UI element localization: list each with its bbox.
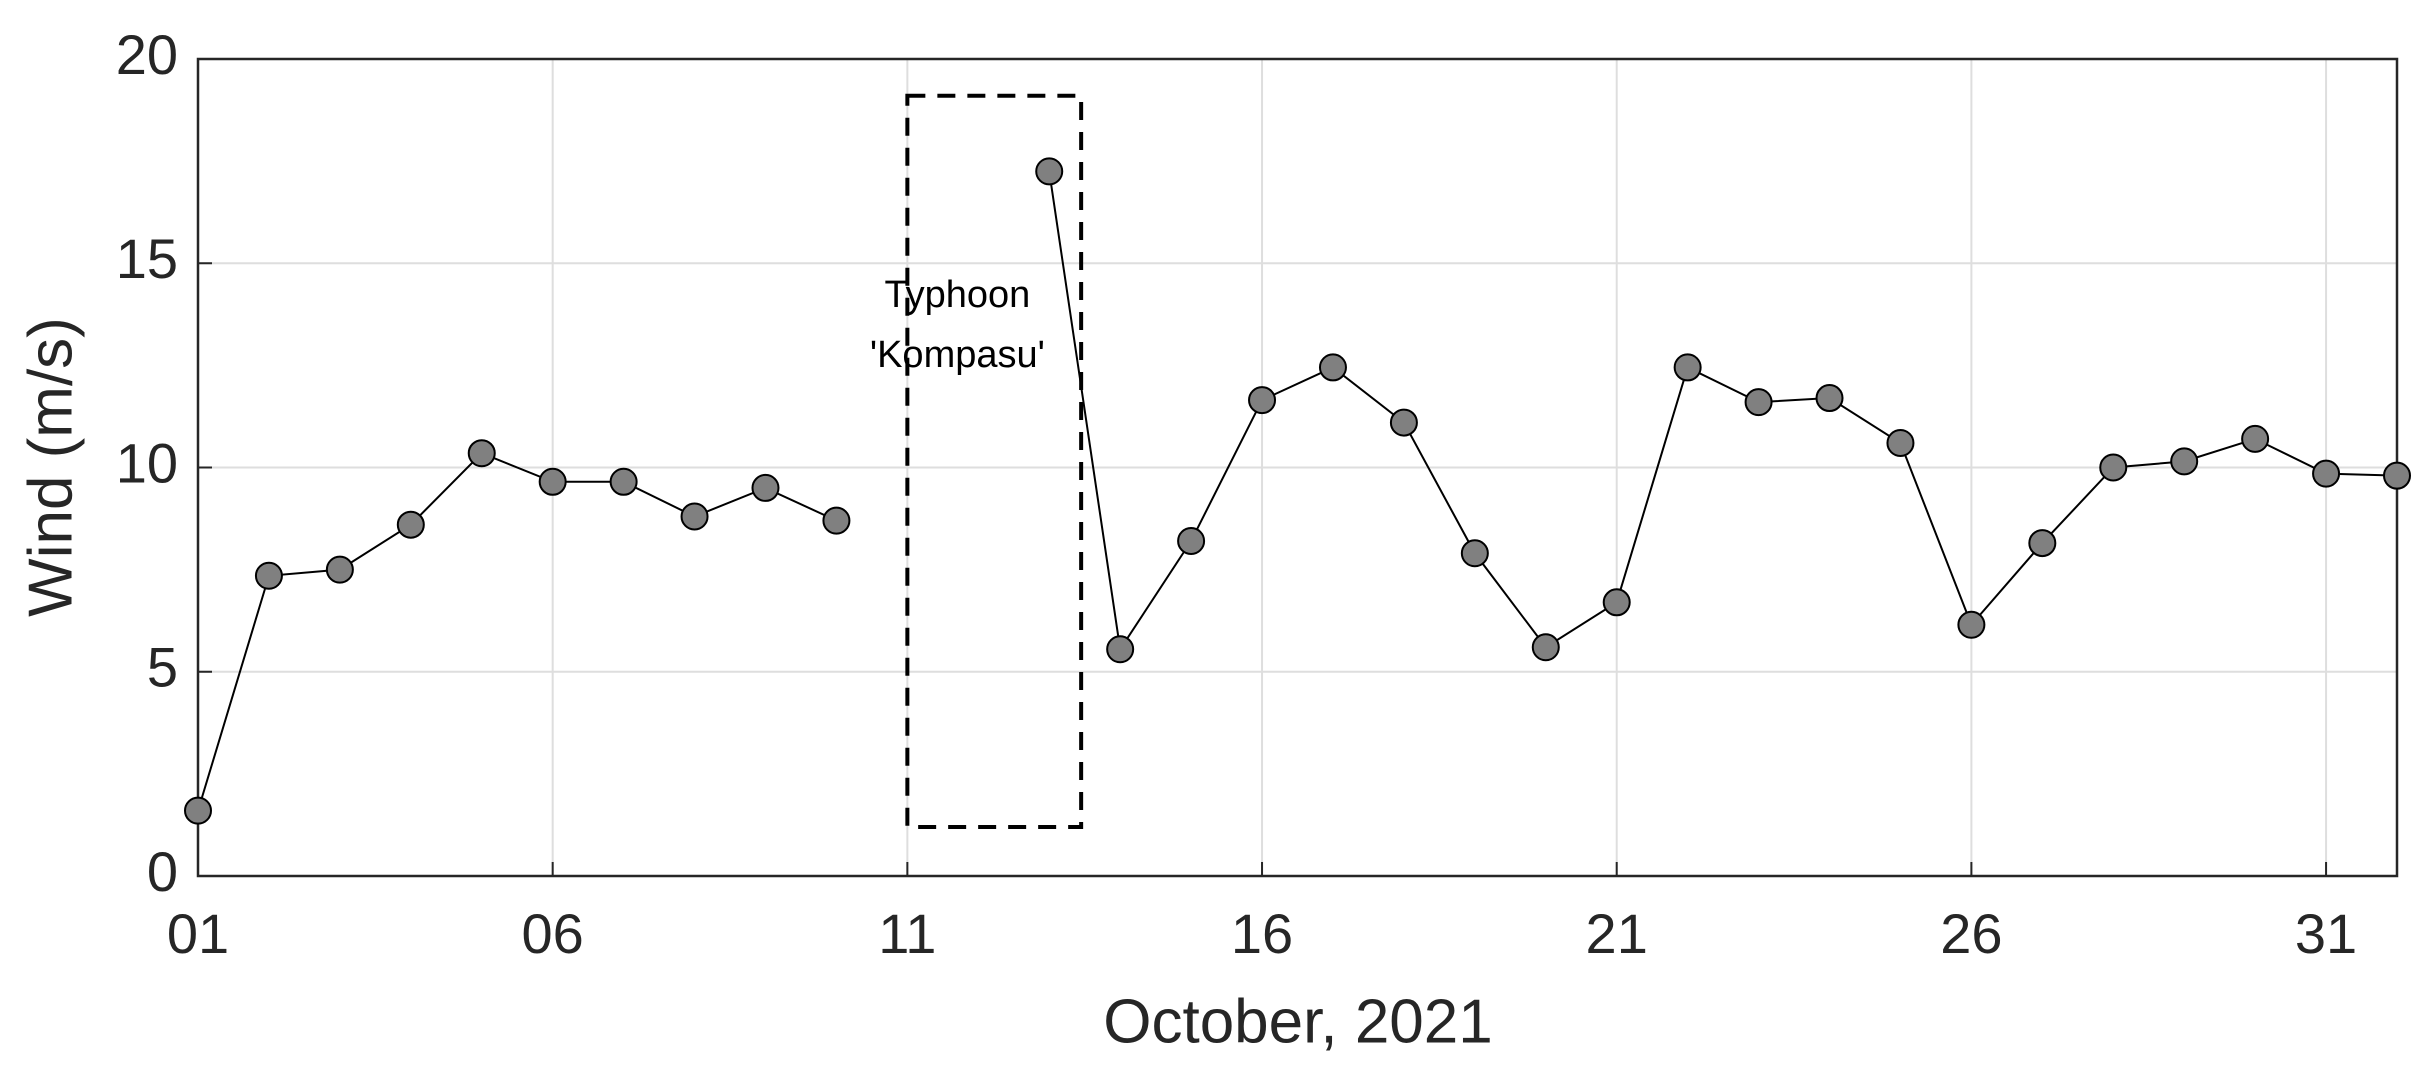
- x-tick-label: 06: [522, 902, 584, 965]
- marker: [1389, 408, 1418, 437]
- marker: [2383, 461, 2411, 490]
- annotation: Typhoon: [884, 274, 1030, 316]
- x-tick-label: 26: [1940, 902, 2002, 965]
- marker: [2099, 453, 2128, 482]
- x-tick-label: 16: [1231, 902, 1293, 965]
- marker: [1106, 635, 1135, 664]
- marker: [1035, 157, 1064, 186]
- marker: [1602, 588, 1631, 617]
- marker: [680, 502, 709, 531]
- x-tick-label: 21: [1586, 902, 1648, 965]
- x-tick-label: 11: [878, 902, 936, 965]
- marker: [822, 506, 851, 535]
- marker: [1531, 633, 1560, 662]
- marker: [751, 473, 780, 502]
- highlight-box: [905, 93, 1084, 829]
- y-tick-label: 0: [147, 840, 178, 903]
- marker: [1815, 384, 1844, 413]
- marker: [2170, 447, 2199, 476]
- annotation: 'Kompasu': [870, 334, 1045, 376]
- marker: [254, 561, 283, 590]
- marker: [1886, 428, 1915, 457]
- y-tick-label: 15: [116, 227, 178, 290]
- marker: [538, 467, 567, 496]
- marker: [2241, 424, 2270, 453]
- marker: [396, 510, 425, 539]
- x-tick-label: 31: [2295, 902, 2357, 965]
- x-tick-label: 01: [167, 902, 229, 965]
- x-axis-label: October, 2021: [1103, 987, 1493, 1056]
- marker: [1460, 539, 1489, 568]
- y-axis-label: Wind (m/s): [16, 317, 85, 617]
- y-tick-label: 20: [116, 23, 178, 86]
- marker: [467, 439, 496, 468]
- marker: [1673, 353, 1702, 382]
- marker: [1177, 527, 1206, 556]
- y-tick-label: 10: [116, 431, 178, 494]
- marker: [2312, 459, 2341, 488]
- marker: [609, 467, 638, 496]
- marker: [1957, 610, 1986, 639]
- marker: [1744, 388, 1773, 417]
- marker: [325, 555, 354, 584]
- marker: [2028, 529, 2057, 558]
- marker: [1318, 353, 1347, 382]
- marker: [1248, 386, 1277, 415]
- y-tick-label: 5: [147, 636, 178, 699]
- marker: [184, 796, 212, 825]
